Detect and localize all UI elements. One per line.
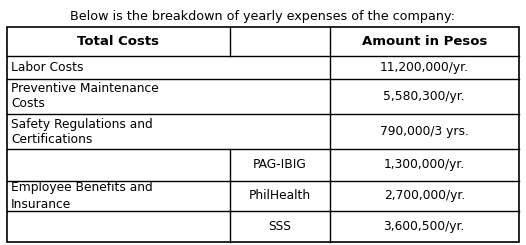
Text: 790,000/3 yrs.: 790,000/3 yrs. [380,125,469,138]
Text: SSS: SSS [268,220,291,233]
Text: PAG-IBIG: PAG-IBIG [253,159,307,172]
Text: PhilHealth: PhilHealth [249,189,311,202]
Text: Preventive Maintenance
Costs: Preventive Maintenance Costs [11,82,159,110]
Text: 2,700,000/yr.: 2,700,000/yr. [383,189,465,202]
Text: Below is the breakdown of yearly expenses of the company:: Below is the breakdown of yearly expense… [70,10,456,23]
Text: Total Costs: Total Costs [77,35,159,48]
Text: 3,600,500/yr.: 3,600,500/yr. [383,220,465,233]
Text: Employee Benefits and
Insurance: Employee Benefits and Insurance [11,181,153,211]
Text: Safety Regulations and
Certifications: Safety Regulations and Certifications [11,118,153,146]
Text: 1,300,000/yr.: 1,300,000/yr. [383,159,465,172]
Text: Labor Costs: Labor Costs [11,61,84,74]
Text: Amount in Pesos: Amount in Pesos [361,35,487,48]
Text: 5,580,300/yr.: 5,580,300/yr. [383,90,465,103]
Bar [7,27,519,242]
Text: 11,200,000/yr.: 11,200,000/yr. [380,61,469,74]
